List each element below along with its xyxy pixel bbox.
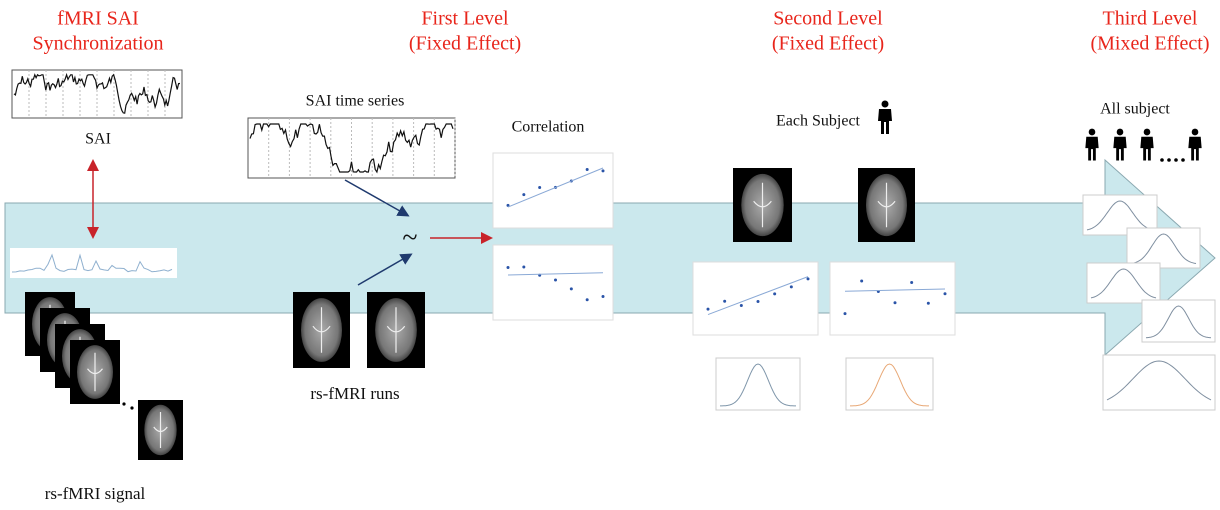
scatter-point: [723, 300, 726, 303]
scatter-point: [586, 168, 589, 171]
scatter-point: [554, 278, 557, 281]
stage-title: First Level: [421, 8, 509, 30]
similarity-symbol: ~: [402, 222, 417, 253]
ellipsis-dot: [1181, 158, 1185, 162]
distribution-box: [716, 358, 800, 410]
stage-title: (Fixed Effect): [772, 33, 884, 55]
person-body: [1113, 137, 1126, 161]
scatter-point: [807, 277, 810, 280]
scatter-point: [522, 266, 525, 269]
scatter-point: [586, 298, 589, 301]
scatter-plot: [830, 262, 955, 335]
scatter-point: [707, 308, 710, 311]
scatter-point: [927, 302, 930, 305]
scatter-point: [844, 312, 847, 315]
scatter-point: [894, 301, 897, 304]
ellipsis-dot: [130, 406, 133, 409]
stage-title: Second Level: [773, 8, 883, 30]
label: SAI time series: [306, 93, 405, 110]
scatter-point: [860, 279, 863, 282]
ellipsis-dot: [1174, 158, 1178, 162]
person-head: [1192, 129, 1199, 136]
person-head: [1144, 129, 1151, 136]
ellipsis-dot: [1160, 158, 1164, 162]
scatter-point: [538, 186, 541, 189]
stage-title: Synchronization: [32, 33, 163, 55]
scatter-point: [910, 281, 913, 284]
ellipsis-dot: [114, 398, 117, 401]
ellipsis-dot: [1167, 158, 1171, 162]
stage-title: (Mixed Effect): [1090, 33, 1209, 55]
label: SAI: [85, 131, 111, 148]
ellipsis-dot: [106, 394, 109, 397]
scatter-point: [507, 266, 510, 269]
distribution-box: [1103, 355, 1215, 410]
scatter-plot: [493, 153, 613, 228]
label: Each Subject: [776, 113, 861, 130]
scatter-point: [790, 285, 793, 288]
stage-title: fMRI SAI: [57, 8, 139, 30]
scatter-point: [602, 169, 605, 172]
label: Correlation: [512, 119, 585, 136]
scatter-point: [522, 193, 525, 196]
scatter-point: [757, 300, 760, 303]
person-body: [1140, 137, 1153, 161]
signal-box: [10, 248, 177, 278]
scatter-point: [740, 304, 743, 307]
person-body: [878, 109, 892, 134]
label: rs-fMRI runs: [310, 384, 399, 403]
stage-title: Third Level: [1103, 8, 1198, 30]
person-body: [1085, 137, 1098, 161]
scatter-plot: [693, 262, 818, 335]
page: {"stages": [ {"lines": ["fMRI SAI", "Syn…: [0, 0, 1220, 510]
stage-title: (Fixed Effect): [409, 33, 521, 55]
person-head: [1089, 129, 1096, 136]
label: rs-fMRI signal: [45, 484, 146, 503]
scatter-point: [773, 292, 776, 295]
person-head: [1117, 129, 1124, 136]
scatter-point: [602, 295, 605, 298]
scatter-point: [944, 292, 947, 295]
scatter-plot: [493, 245, 613, 320]
person-body: [1188, 137, 1201, 161]
scatter-point: [570, 287, 573, 290]
distribution-box: [846, 358, 933, 410]
diagram: fMRI SAI Synchronization First Level (Fi…: [0, 0, 1220, 510]
ellipsis-dot: [122, 402, 125, 405]
label: All subject: [1100, 101, 1170, 118]
person-head: [882, 101, 889, 108]
